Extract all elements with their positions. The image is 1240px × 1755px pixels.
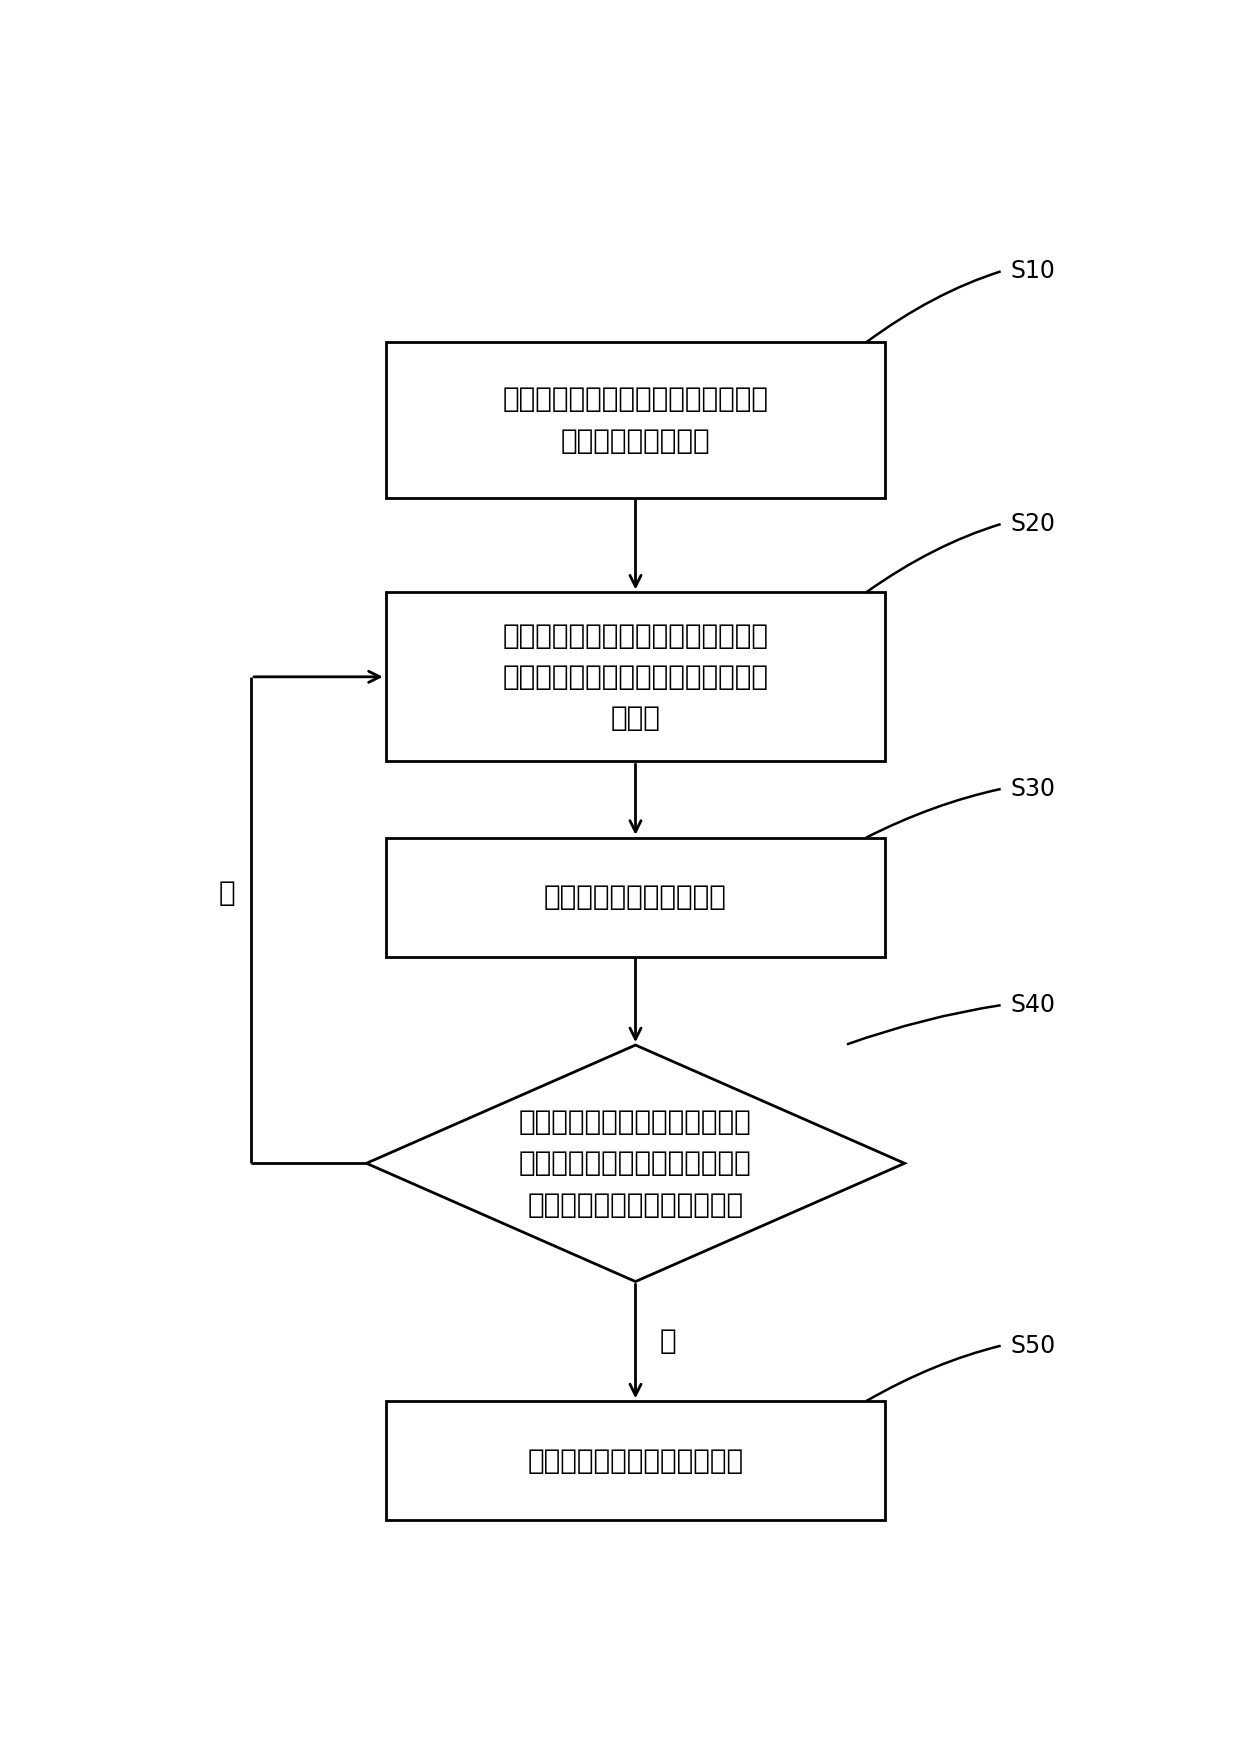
Text: S50: S50 (1011, 1334, 1055, 1358)
Bar (386, 593, 885, 762)
Text: S10: S10 (1011, 260, 1055, 283)
Text: 获取排放烟气中氮氧化物、可燃性气
体以及助燃剂的比例: 获取排放烟气中氮氧化物、可燃性气 体以及助燃剂的比例 (502, 386, 769, 455)
Text: 是: 是 (660, 1327, 676, 1355)
Text: S40: S40 (1011, 993, 1055, 1018)
Text: 再次获取排放烟气中氮氧化物、
可燃性气体以及助燃剂的比例，
判断氮氧化物的比例是否升高: 再次获取排放烟气中氮氧化物、 可燃性气体以及助燃剂的比例， 判断氮氧化物的比例是… (520, 1107, 751, 1218)
Bar (386, 1400, 885, 1520)
Text: 否: 否 (218, 879, 236, 907)
Text: 根据可燃性气体与助燃剂的理论最佳
比例，判断调整对象为可燃性气体或
助燃剂: 根据可燃性气体与助燃剂的理论最佳 比例，判断调整对象为可燃性气体或 助燃剂 (502, 621, 769, 732)
Text: 调节调整对象的进气速度: 调节调整对象的进气速度 (544, 883, 727, 911)
Bar (386, 837, 885, 956)
Polygon shape (367, 1044, 905, 1281)
Text: S30: S30 (1011, 777, 1055, 800)
Bar (386, 342, 885, 498)
Text: S20: S20 (1011, 512, 1055, 535)
Text: 停止调节调整对象的进气速度: 停止调节调整对象的进气速度 (527, 1446, 744, 1474)
